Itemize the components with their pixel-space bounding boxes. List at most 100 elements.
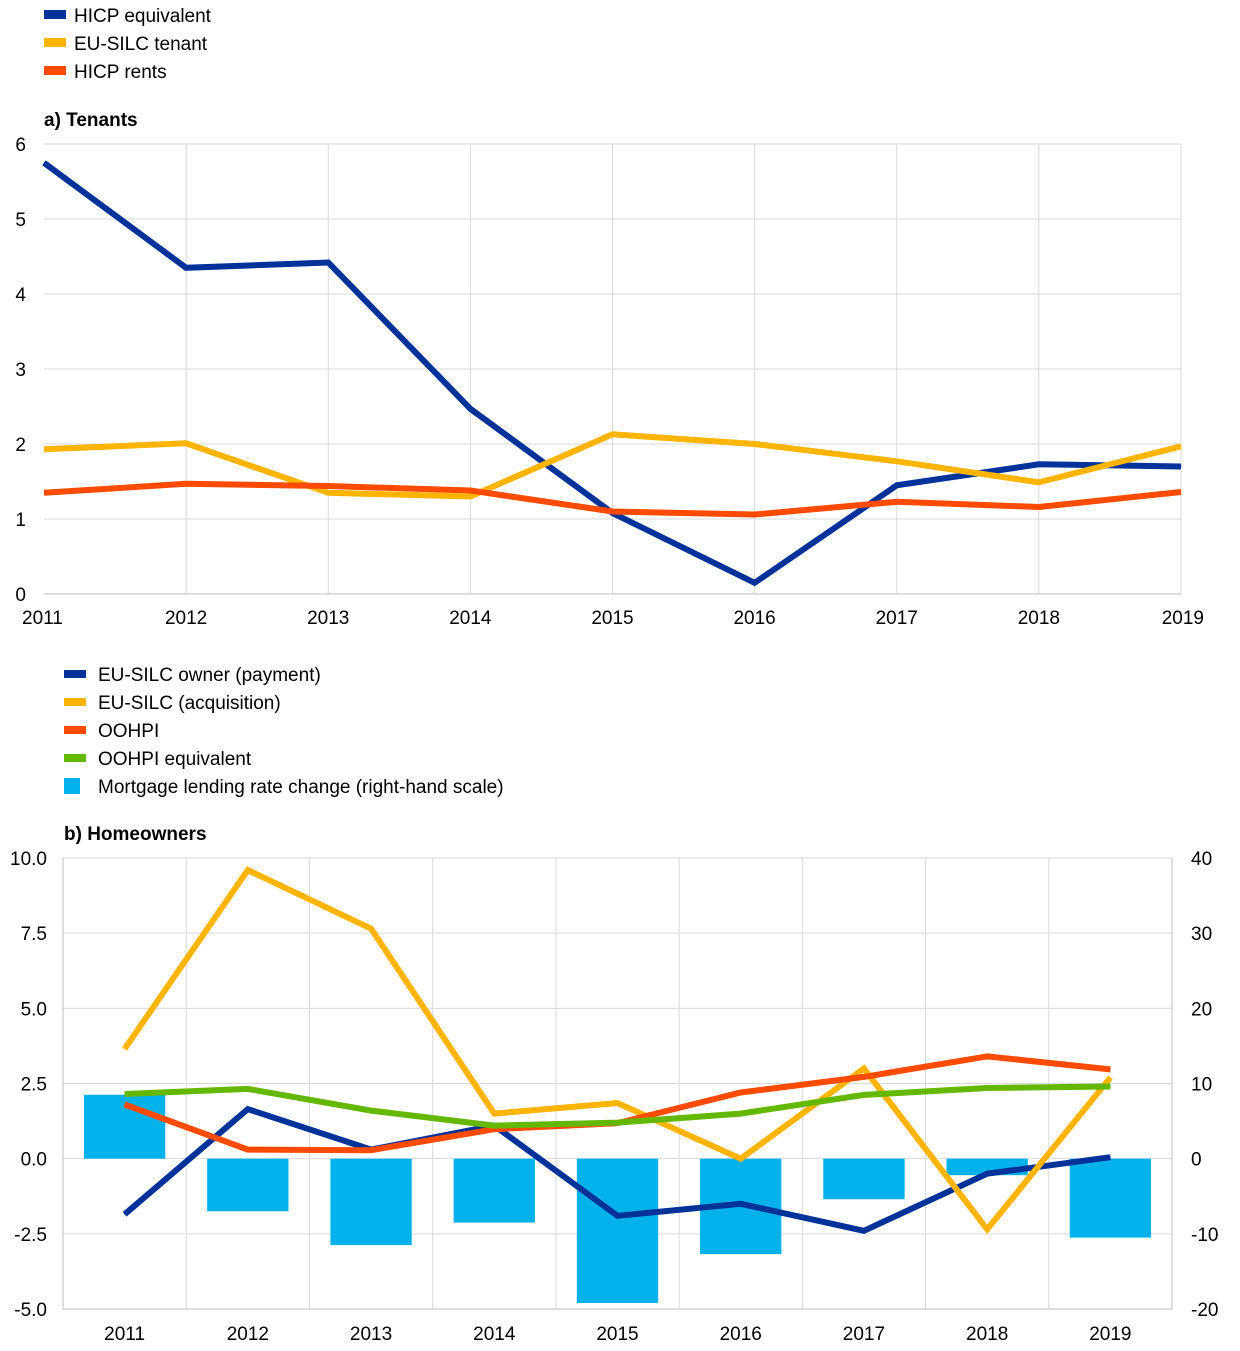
legend-label-b-2: OOHPI <box>98 721 159 742</box>
x-tick-label-b-8: 2019 <box>1089 1324 1131 1345</box>
bar-b-4-1 <box>207 1158 289 1212</box>
data-point-a-2-3 <box>469 490 471 491</box>
x-tick-label-b-2: 2013 <box>350 1324 392 1345</box>
data-point-b-2-6 <box>863 1076 865 1078</box>
data-point-b-0-8 <box>1109 1156 1111 1158</box>
panel-b-title: b) Homeowners <box>64 824 207 845</box>
y-tick-label-a-1: 1 <box>15 510 26 531</box>
x-tick-label-b-3: 2014 <box>473 1324 516 1345</box>
y2-tick-label-b-3: 10 <box>1191 1075 1212 1096</box>
data-point-b-1-0 <box>124 1048 126 1050</box>
data-point-b-3-6 <box>863 1094 865 1096</box>
x-tick-label-b-4: 2015 <box>596 1324 638 1345</box>
y2-tick-label-b-0: -20 <box>1191 1300 1218 1321</box>
data-point-a-0-0 <box>43 162 45 164</box>
data-point-b-0-6 <box>863 1230 865 1232</box>
data-point-b-3-1 <box>247 1088 249 1090</box>
data-point-b-2-8 <box>1109 1068 1111 1070</box>
legend-swatch-a-1 <box>44 38 66 47</box>
x-tick-label-b-7: 2018 <box>966 1324 1008 1345</box>
data-point-a-1-3 <box>469 496 471 497</box>
data-point-b-3-2 <box>370 1110 372 1112</box>
y-tick-label-a-5: 5 <box>15 210 26 231</box>
data-point-a-0-1 <box>185 267 187 269</box>
data-point-a-2-1 <box>185 483 187 485</box>
legend-swatch-b-1 <box>64 698 86 706</box>
data-point-a-0-3 <box>469 408 471 410</box>
data-point-a-2-2 <box>327 485 329 487</box>
y-tick-label-a-2: 2 <box>15 435 26 456</box>
x-tick-label-a-7: 2018 <box>1018 608 1060 629</box>
data-point-b-3-5 <box>740 1113 742 1115</box>
bar-b-4-6 <box>823 1158 905 1200</box>
data-point-a-1-1 <box>185 442 187 444</box>
y-tick-label-b-6: 10.0 <box>10 849 47 870</box>
legend-label-b-3: OOHPI equivalent <box>98 749 252 770</box>
x-tick-label-b-5: 2016 <box>720 1324 762 1345</box>
data-point-b-1-3 <box>493 1113 495 1115</box>
data-point-a-0-7 <box>1038 463 1040 465</box>
data-point-a-2-8 <box>1180 491 1182 493</box>
y-tick-label-b-5: 7.5 <box>21 924 47 945</box>
x-tick-label-a-8: 2019 <box>1162 608 1204 629</box>
data-point-b-2-5 <box>740 1092 742 1094</box>
data-point-a-2-4 <box>612 511 613 512</box>
bar-b-4-3 <box>453 1158 535 1223</box>
data-point-b-3-7 <box>986 1087 988 1089</box>
legend-swatch-a-2 <box>44 66 66 75</box>
data-point-b-0-7 <box>986 1173 988 1175</box>
legend-swatch-b-3 <box>64 754 86 762</box>
data-point-b-0-5 <box>740 1203 742 1205</box>
legend-swatch-a-0 <box>44 10 66 19</box>
legend-label-a-2: HICP rents <box>74 62 167 83</box>
x-tick-label-b-6: 2017 <box>843 1324 885 1345</box>
data-point-a-0-5 <box>754 582 756 584</box>
bar-b-4-2 <box>330 1158 412 1246</box>
x-tick-label-a-5: 2016 <box>733 608 775 629</box>
data-point-b-0-0 <box>124 1213 126 1215</box>
data-point-b-0-1 <box>247 1108 249 1110</box>
x-tick-label-a-3: 2014 <box>449 608 492 629</box>
data-point-b-3-4 <box>617 1122 618 1124</box>
legend-label-b-4: Mortgage lending rate change (right-hand… <box>98 777 504 798</box>
y-tick-label-a-6: 6 <box>15 135 26 156</box>
data-point-b-1-6 <box>863 1067 865 1069</box>
data-point-b-3-0 <box>124 1093 126 1095</box>
legend-swatch-b-0 <box>64 670 86 678</box>
bar-b-4-8 <box>1069 1158 1152 1238</box>
data-point-a-1-8 <box>1180 445 1182 447</box>
data-point-b-1-2 <box>370 928 372 930</box>
data-point-b-3-8 <box>1109 1086 1111 1088</box>
legend-label-b-1: EU-SILC (acquisition) <box>98 693 281 714</box>
data-point-b-2-2 <box>370 1149 372 1151</box>
y-tick-label-b-0: -5.0 <box>14 1300 47 1321</box>
x-tick-label-b-1: 2012 <box>227 1324 269 1345</box>
y2-tick-label-b-6: 40 <box>1191 849 1212 870</box>
data-point-a-0-2 <box>327 262 329 263</box>
data-point-a-0-6 <box>896 484 898 486</box>
x-tick-label-b-0: 2011 <box>104 1324 145 1345</box>
data-point-b-1-4 <box>617 1102 618 1104</box>
data-point-b-2-1 <box>247 1149 249 1151</box>
data-point-a-1-4 <box>612 433 613 435</box>
x-tick-label-a-4: 2015 <box>591 608 633 629</box>
data-point-a-1-0 <box>43 448 45 450</box>
data-point-a-1-6 <box>896 460 898 462</box>
legend-label-b-0: EU-SILC owner (payment) <box>98 665 321 686</box>
data-point-b-1-5 <box>740 1158 742 1160</box>
legend-label-a-0: HICP equivalent <box>74 6 212 27</box>
data-point-b-2-3 <box>493 1128 495 1130</box>
legend-swatch-b-4 <box>64 778 80 794</box>
x-tick-label-a-0: 2011 <box>22 608 63 629</box>
data-point-a-2-6 <box>896 501 898 503</box>
y-tick-label-b-2: 0.0 <box>21 1150 47 1171</box>
x-tick-label-a-1: 2012 <box>165 608 207 629</box>
y-tick-label-b-4: 5.0 <box>21 999 47 1020</box>
data-point-b-2-0 <box>124 1104 126 1106</box>
data-point-b-1-8 <box>1109 1076 1111 1078</box>
data-point-a-2-0 <box>43 492 45 494</box>
y2-tick-label-b-5: 30 <box>1191 924 1212 945</box>
legend-label-a-1: EU-SILC tenant <box>74 34 208 55</box>
data-point-b-3-3 <box>493 1125 495 1127</box>
panel-a-title: a) Tenants <box>44 110 138 131</box>
